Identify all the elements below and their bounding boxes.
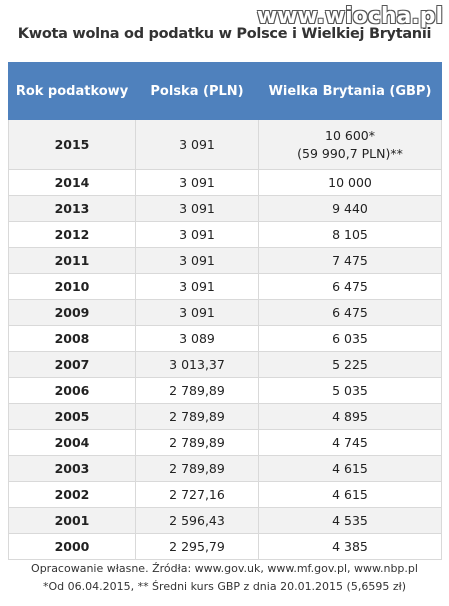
value-cell: 4 895 [258, 403, 442, 430]
table-row: 2006 2 789,89 5 035 [8, 377, 442, 404]
table-row: 2009 3 091 6 475 [8, 299, 442, 326]
year-cell: 2009 [8, 299, 136, 326]
value-cell: 3 091 [135, 273, 259, 300]
column-header: Rok podatkowy [8, 62, 136, 120]
value-cell: 7 475 [258, 247, 442, 274]
table-row: 2007 3 013,37 5 225 [8, 351, 442, 378]
value-cell: 3 091 [135, 299, 259, 326]
value-cell: 5 225 [258, 351, 442, 378]
table-row: 2015 3 091 10 600* (59 990,7 PLN)** [8, 119, 442, 170]
title: Kwota wolna od podatku w Polsce i Wielki… [17, 26, 432, 42]
value-cell: 2 295,79 [135, 533, 259, 560]
value-cell: 2 789,89 [135, 429, 259, 456]
value-cell: 10 000 [258, 169, 442, 196]
value-cell: 4 615 [258, 481, 442, 508]
value-cell: 8 105 [258, 221, 442, 248]
footer-note: Opracowanie własne. Źródła: www.gov.uk, … [31, 562, 418, 575]
value-cell: 2 596,43 [135, 507, 259, 534]
value-cell: 3 091 [135, 195, 259, 222]
table-row: 2003 2 789,89 4 615 [8, 455, 442, 482]
year-cell: 2014 [8, 169, 136, 196]
header-row: Rok podatkowy Polska (PLN) Wielka Brytania… [8, 62, 442, 120]
table-row: 2000 2 295,79 4 385 [8, 533, 442, 560]
value-cell: 4 615 [258, 455, 442, 482]
value-cell: 10 600* (59 990,7 PLN)** [258, 119, 442, 170]
value-cell: 4 535 [258, 507, 442, 534]
value-cell: 2 789,89 [135, 455, 259, 482]
year-cell: 2007 [8, 351, 136, 378]
year-cell: 2001 [8, 507, 136, 534]
table-row: 2002 2 727,16 4 615 [8, 481, 442, 508]
table-row: 2011 3 091 7 475 [8, 247, 442, 274]
value-cell: 2 789,89 [135, 403, 259, 430]
table: Rok podatkowy Polska (PLN) Wielka Brytania… [8, 62, 442, 560]
watermark: www.wiocha.pl [256, 4, 443, 29]
table-row: 2001 2 596,43 4 535 [8, 507, 442, 534]
table-row: 2010 3 091 6 475 [8, 273, 442, 300]
value-cell: 3 091 [135, 247, 259, 274]
value-cell: 6 475 [258, 299, 442, 326]
year-cell: 2015 [8, 119, 136, 170]
value-cell: 2 789,89 [135, 377, 259, 404]
year-cell: 2002 [8, 481, 136, 508]
value-cell: 4 385 [258, 533, 442, 560]
value-cell: 3 091 [135, 221, 259, 248]
table-row: 2013 3 091 9 440 [8, 195, 442, 222]
table-row: 2014 3 091 10 000 [8, 169, 442, 196]
column-header: Wielka Brytania (GBP) [258, 62, 442, 120]
value-cell: 5 035 [258, 377, 442, 404]
value-cell: 3 091 [135, 169, 259, 196]
year-cell: 2006 [8, 377, 136, 404]
year-cell: 2000 [8, 533, 136, 560]
year-cell: 2005 [8, 403, 136, 430]
year-cell: 2013 [8, 195, 136, 222]
value-cell: 6 475 [258, 273, 442, 300]
year-cell: 2004 [8, 429, 136, 456]
year-cell: 2010 [8, 273, 136, 300]
value-cell: 3 013,37 [135, 351, 259, 378]
value-cell: 3 091 [135, 119, 259, 170]
table-row: 2004 2 789,89 4 745 [8, 429, 442, 456]
column-header: Polska (PLN) [135, 62, 259, 120]
year-cell: 2003 [8, 455, 136, 482]
value-cell: 6 035 [258, 325, 442, 352]
value-cell: 2 727,16 [135, 481, 259, 508]
footer-note: *Od 06.04.2015, ** Średni kurs GBP z dni… [42, 580, 407, 593]
value-cell: 9 440 [258, 195, 442, 222]
cell-line: (59 990,7 PLN)** [297, 145, 403, 161]
year-cell: 2012 [8, 221, 136, 248]
value-cell: 3 089 [135, 325, 259, 352]
cell-line: 10 600* [325, 127, 375, 143]
table-row: 2005 2 789,89 4 895 [8, 403, 442, 430]
table-row: 2008 3 089 6 035 [8, 325, 442, 352]
value-cell: 4 745 [258, 429, 442, 456]
year-cell: 2011 [8, 247, 136, 274]
year-cell: 2008 [8, 325, 136, 352]
table-row: 2012 3 091 8 105 [8, 221, 442, 248]
